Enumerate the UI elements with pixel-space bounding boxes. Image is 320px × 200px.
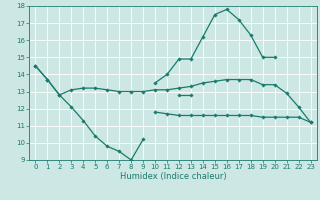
X-axis label: Humidex (Indice chaleur): Humidex (Indice chaleur) — [120, 172, 226, 181]
